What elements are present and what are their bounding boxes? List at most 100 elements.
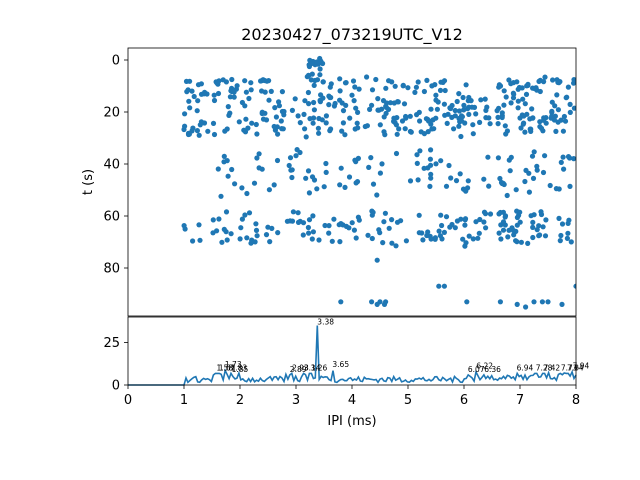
raster-point — [248, 87, 254, 93]
raster-point — [242, 78, 248, 84]
raster-point — [391, 100, 397, 106]
raster-point — [510, 95, 517, 101]
raster-point — [237, 236, 243, 242]
raster-point — [477, 119, 483, 125]
raster-point — [246, 210, 253, 216]
raster-point — [425, 129, 431, 135]
raster-point — [252, 239, 258, 245]
raster-point — [194, 128, 200, 134]
raster-point — [295, 210, 301, 216]
peak-annotation: 7.73 — [561, 363, 578, 372]
raster-point — [448, 175, 454, 181]
raster-point — [290, 209, 296, 215]
raster-point — [311, 82, 317, 88]
raster-point — [303, 175, 309, 181]
raster-point — [458, 133, 464, 140]
raster-point — [251, 180, 258, 186]
raster-point — [248, 80, 254, 86]
raster-point — [518, 239, 525, 245]
raster-point — [387, 100, 394, 106]
raster-point — [377, 230, 383, 236]
raster-point — [481, 176, 487, 182]
raster-point — [428, 171, 434, 177]
raster-point — [320, 79, 326, 85]
raster-point — [476, 230, 482, 236]
raster-point — [463, 240, 469, 246]
raster-point — [530, 234, 536, 241]
raster-point — [356, 86, 362, 92]
raster-point — [571, 77, 576, 83]
raster-point — [355, 125, 361, 131]
raster-point — [442, 87, 448, 94]
y-tick-label: 20 — [103, 106, 120, 121]
raster-point — [243, 116, 249, 122]
raster-point — [407, 178, 414, 184]
raster-point — [456, 91, 462, 97]
raster-point — [292, 96, 298, 102]
raster-point — [379, 106, 385, 112]
raster-point — [221, 153, 227, 159]
raster-point — [242, 103, 248, 109]
raster-point — [289, 174, 295, 181]
raster-point — [337, 182, 343, 188]
raster-point — [351, 227, 357, 233]
raster-point — [457, 171, 463, 177]
bottom-y-ticks: 0 25 — [103, 336, 128, 394]
raster-point — [501, 88, 507, 94]
raster-point — [433, 115, 439, 121]
raster-point — [528, 126, 534, 132]
raster-point — [381, 301, 388, 307]
raster-point — [201, 91, 207, 97]
raster-point — [561, 113, 568, 120]
raster-point — [420, 237, 426, 243]
raster-point — [508, 154, 514, 160]
raster-point — [421, 165, 427, 171]
raster-point — [513, 238, 519, 244]
raster-point — [540, 224, 546, 230]
raster-point — [271, 182, 277, 188]
raster-point — [323, 113, 329, 119]
raster-point — [254, 233, 260, 239]
raster-point — [383, 110, 389, 116]
raster-point — [478, 97, 484, 103]
raster-point — [186, 131, 192, 137]
raster-point — [496, 230, 502, 236]
raster-point — [377, 122, 383, 128]
histogram-annotations: 1.581.621.731.831.85 2.892.933.143.26 3.38… — [217, 318, 590, 375]
raster-point — [224, 158, 230, 164]
raster-point — [311, 107, 317, 113]
raster-point — [318, 92, 324, 98]
y-tick-label: 40 — [103, 158, 120, 173]
raster-point — [433, 161, 439, 167]
raster-point — [522, 129, 528, 135]
raster-point — [260, 116, 267, 122]
raster-point — [428, 147, 434, 153]
raster-point — [231, 89, 237, 95]
raster-point — [427, 156, 433, 162]
raster-point — [366, 164, 372, 170]
raster-point — [520, 121, 526, 127]
raster-point — [187, 105, 193, 111]
raster-point — [338, 221, 344, 227]
peak-annotation: 2.89 — [290, 365, 307, 374]
raster-point — [382, 210, 388, 216]
raster-point — [534, 227, 540, 233]
raster-point — [428, 162, 434, 168]
x-tick-label: 8 — [572, 393, 580, 408]
raster-point — [310, 229, 316, 235]
raster-point — [541, 79, 547, 85]
raster-point — [473, 219, 479, 225]
raster-point — [305, 168, 312, 174]
raster-point — [487, 211, 494, 217]
raster-point — [416, 230, 422, 236]
raster-point — [326, 230, 332, 236]
raster-point — [518, 125, 524, 131]
raster-point — [394, 131, 400, 137]
raster-point — [379, 161, 385, 167]
raster-point — [393, 243, 399, 249]
raster-point — [460, 236, 466, 242]
raster-point — [294, 147, 300, 153]
raster-point — [525, 240, 531, 246]
raster-point — [340, 120, 346, 126]
raster-point — [347, 115, 353, 121]
